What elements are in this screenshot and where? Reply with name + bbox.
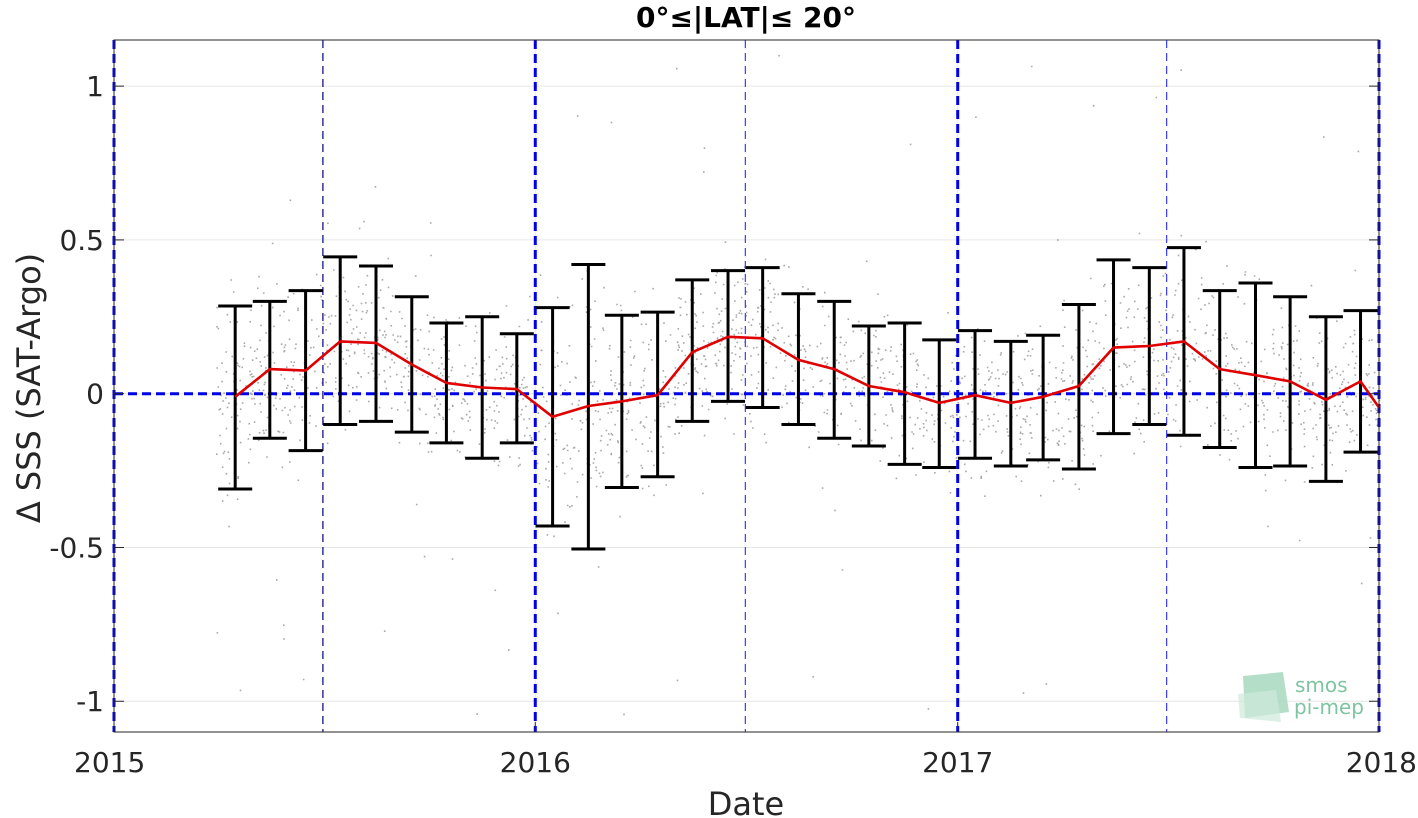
x-tick-label: 2015 — [74, 746, 145, 779]
plot-background — [114, 40, 1379, 732]
y-tick-label: -0.5 — [49, 531, 104, 564]
chart-title: 0°≤|LAT|≤ 20° — [636, 1, 856, 34]
logo-text-pi-mep: pi-mep — [1294, 695, 1364, 719]
x-tick-label: 2017 — [922, 746, 993, 779]
x-tick-label: 2018 — [1346, 746, 1417, 779]
y-tick-label: 1 — [86, 70, 104, 103]
mean-line — [234, 335, 1381, 419]
smos-pi-mep-logo: smos pi-mep — [1238, 672, 1364, 722]
plot-frame — [113, 39, 1380, 733]
y-tick-label: -1 — [76, 685, 104, 718]
y-tick-label: 0.5 — [59, 224, 104, 257]
x-tick-label: 2016 — [500, 746, 571, 779]
mean-series-line — [234, 335, 1381, 419]
y-axis-label: Δ SSS (SAT-Argo) — [10, 253, 48, 523]
logo-mark-shade-icon — [1238, 690, 1281, 722]
logo-text-smos: smos — [1295, 673, 1348, 697]
axis-ticks: 1 0.5 0 -0.5 -1 2015 2016 2017 2018 — [49, 70, 1417, 779]
y-tick-label: 0 — [86, 378, 104, 411]
x-axis-label: Date — [708, 785, 784, 818]
